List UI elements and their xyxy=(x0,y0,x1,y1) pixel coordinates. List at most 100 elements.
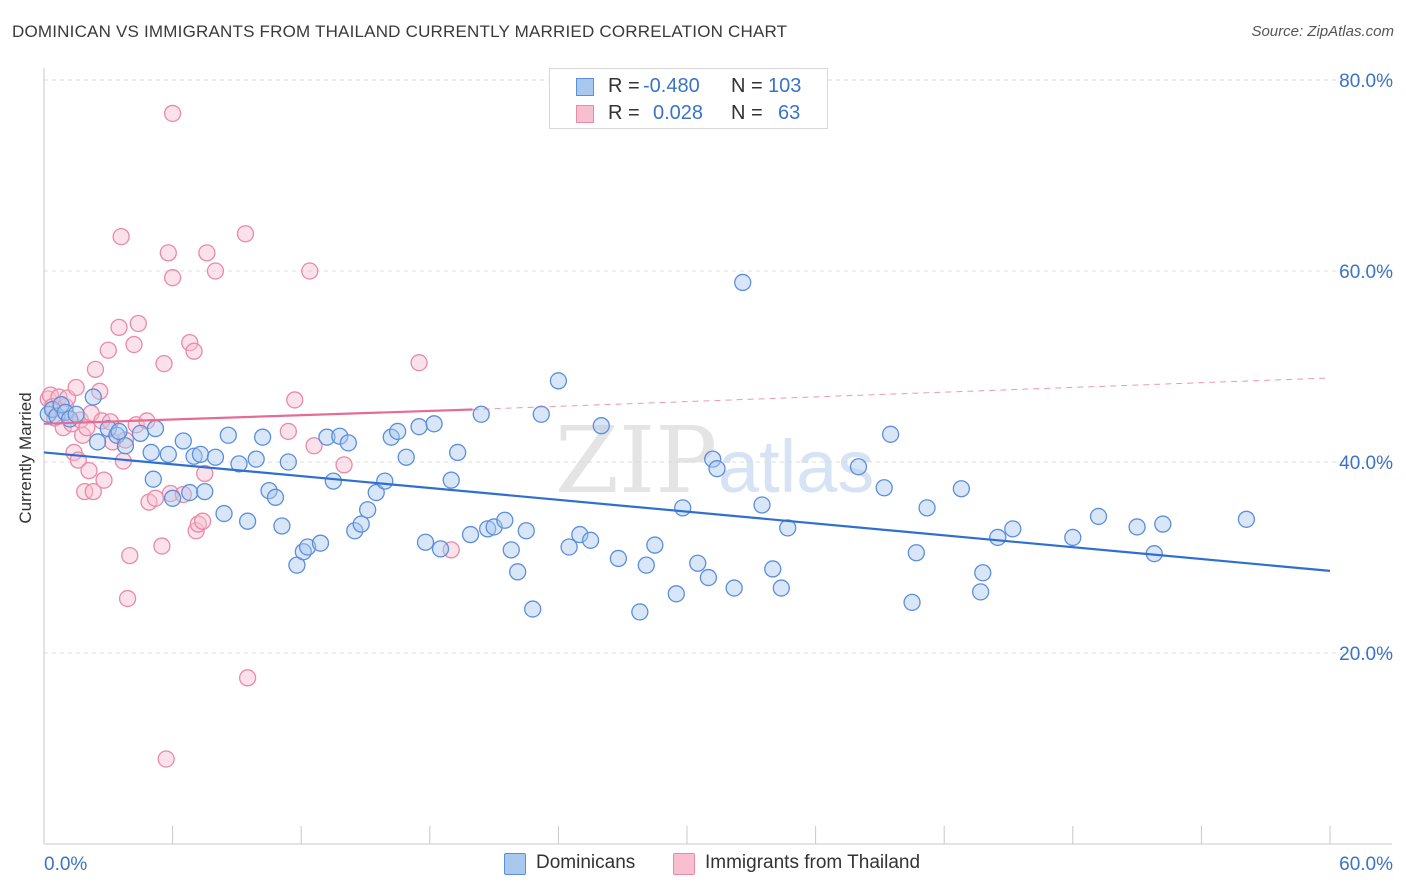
data-point-dominican xyxy=(907,544,925,562)
data-point-dominican xyxy=(215,504,233,523)
data-point-dominican xyxy=(674,499,692,517)
data-point-dominican xyxy=(708,460,726,478)
data-point-dominican xyxy=(502,541,520,559)
data-point-dominican xyxy=(1064,528,1082,547)
data-point-thailand xyxy=(193,512,212,530)
data-point-dominican xyxy=(116,437,135,455)
data-point-dominican xyxy=(509,563,527,581)
data-point-dominican xyxy=(524,600,542,618)
data-point-thailand xyxy=(198,244,216,262)
data-point-dominican xyxy=(376,472,394,490)
data-point-dominican xyxy=(346,522,364,540)
data-point-thailand xyxy=(206,262,225,280)
data-point-dominican xyxy=(725,579,743,597)
data-point-dominican xyxy=(646,536,664,554)
data-point-thailand xyxy=(121,546,139,565)
data-point-thailand xyxy=(185,342,203,360)
data-point-thailand xyxy=(301,262,319,280)
data-point-dominican xyxy=(260,481,278,500)
data-point-dominican xyxy=(397,448,415,466)
data-point-dominican xyxy=(131,424,150,443)
data-point-dominican xyxy=(318,428,336,446)
n-value: 103 xyxy=(768,75,802,97)
data-point-thailand xyxy=(159,244,177,262)
data-point-dominican xyxy=(571,525,589,544)
data-point-dominican xyxy=(339,434,358,452)
data-point-dominican xyxy=(689,554,707,572)
data-point-dominican xyxy=(918,499,936,517)
data-point-dominican xyxy=(496,511,514,529)
data-point-dominican xyxy=(388,422,407,441)
data-point-thailand xyxy=(116,431,135,449)
data-point-dominican xyxy=(181,483,199,502)
data-point-thailand xyxy=(84,482,102,501)
stats-box: R = -0.480 N = 103 R = 0.028 N = 63 xyxy=(549,68,828,129)
data-point-dominican xyxy=(185,447,203,465)
source-note: Source: ZipAtlas.com xyxy=(1251,23,1394,40)
data-point-thailand xyxy=(80,461,98,480)
data-point-dominican xyxy=(560,538,578,556)
data-point-dominican xyxy=(358,501,377,519)
pink-swatch xyxy=(576,105,594,123)
data-point-dominican xyxy=(903,593,921,612)
data-point-dominican xyxy=(449,443,467,462)
data-point-dominican xyxy=(472,405,490,423)
data-point-dominican xyxy=(144,470,162,488)
data-point-thailand xyxy=(99,341,117,359)
data-point-dominican xyxy=(971,583,990,601)
y-tick-label: 40.0% xyxy=(1339,453,1393,474)
watermark-atlas: atlas xyxy=(718,425,874,508)
data-point-dominican xyxy=(1004,520,1022,538)
r-value: -0.480 xyxy=(643,75,700,97)
data-point-dominican xyxy=(549,372,568,390)
data-point-dominican xyxy=(699,568,718,587)
legend-label: Immigrants from Thailand xyxy=(705,852,921,873)
data-point-dominican xyxy=(1089,507,1108,526)
data-point-dominican xyxy=(219,426,237,444)
data-point-dominican xyxy=(110,422,128,441)
data-point-thailand xyxy=(163,104,182,123)
data-point-dominican xyxy=(206,448,225,466)
data-point-dominican xyxy=(667,585,685,603)
legend-label: Dominicans xyxy=(536,852,636,873)
data-point-thailand xyxy=(112,227,130,246)
data-point-dominican xyxy=(849,458,868,476)
data-point-dominican xyxy=(67,405,85,423)
data-point-thailand xyxy=(279,422,297,441)
series-dominicans-points xyxy=(39,273,1256,621)
data-point-dominican xyxy=(772,579,790,597)
r-value: 0.028 xyxy=(653,102,704,124)
legend-swatch-pink xyxy=(673,853,695,875)
chart-title: DOMINICAN VS IMMIGRANTS FROM THAILAND CU… xyxy=(12,22,788,41)
data-point-dominican xyxy=(324,472,343,490)
data-point-dominican xyxy=(517,522,535,540)
data-point-thailand xyxy=(174,485,192,504)
data-point-thailand xyxy=(305,437,323,455)
data-point-dominican xyxy=(247,450,265,468)
data-point-dominican xyxy=(352,515,370,533)
data-point-dominican xyxy=(331,427,349,445)
data-point-dominican xyxy=(174,432,192,450)
data-point-dominican xyxy=(485,518,503,536)
data-point-dominican xyxy=(734,273,752,292)
r-label: R = xyxy=(608,102,640,124)
data-point-dominican xyxy=(592,417,610,435)
data-point-thailand xyxy=(187,522,205,540)
data-point-dominican xyxy=(196,482,214,501)
data-point-dominican xyxy=(753,496,771,514)
data-point-dominican xyxy=(238,512,257,530)
data-point-dominican xyxy=(146,419,165,438)
data-point-thailand xyxy=(146,489,165,507)
data-point-dominican xyxy=(764,560,782,578)
y-tick-label: 60.0% xyxy=(1339,262,1393,283)
data-point-dominican xyxy=(631,603,649,621)
data-point-dominican xyxy=(230,455,248,473)
data-point-dominican xyxy=(416,533,435,551)
trend-line-dominicans xyxy=(43,451,1331,572)
data-point-thailand xyxy=(110,318,128,336)
data-point-dominican xyxy=(84,388,102,406)
data-point-dominican xyxy=(1154,515,1172,533)
r-label: R = xyxy=(608,75,640,97)
data-point-dominican xyxy=(273,517,291,535)
